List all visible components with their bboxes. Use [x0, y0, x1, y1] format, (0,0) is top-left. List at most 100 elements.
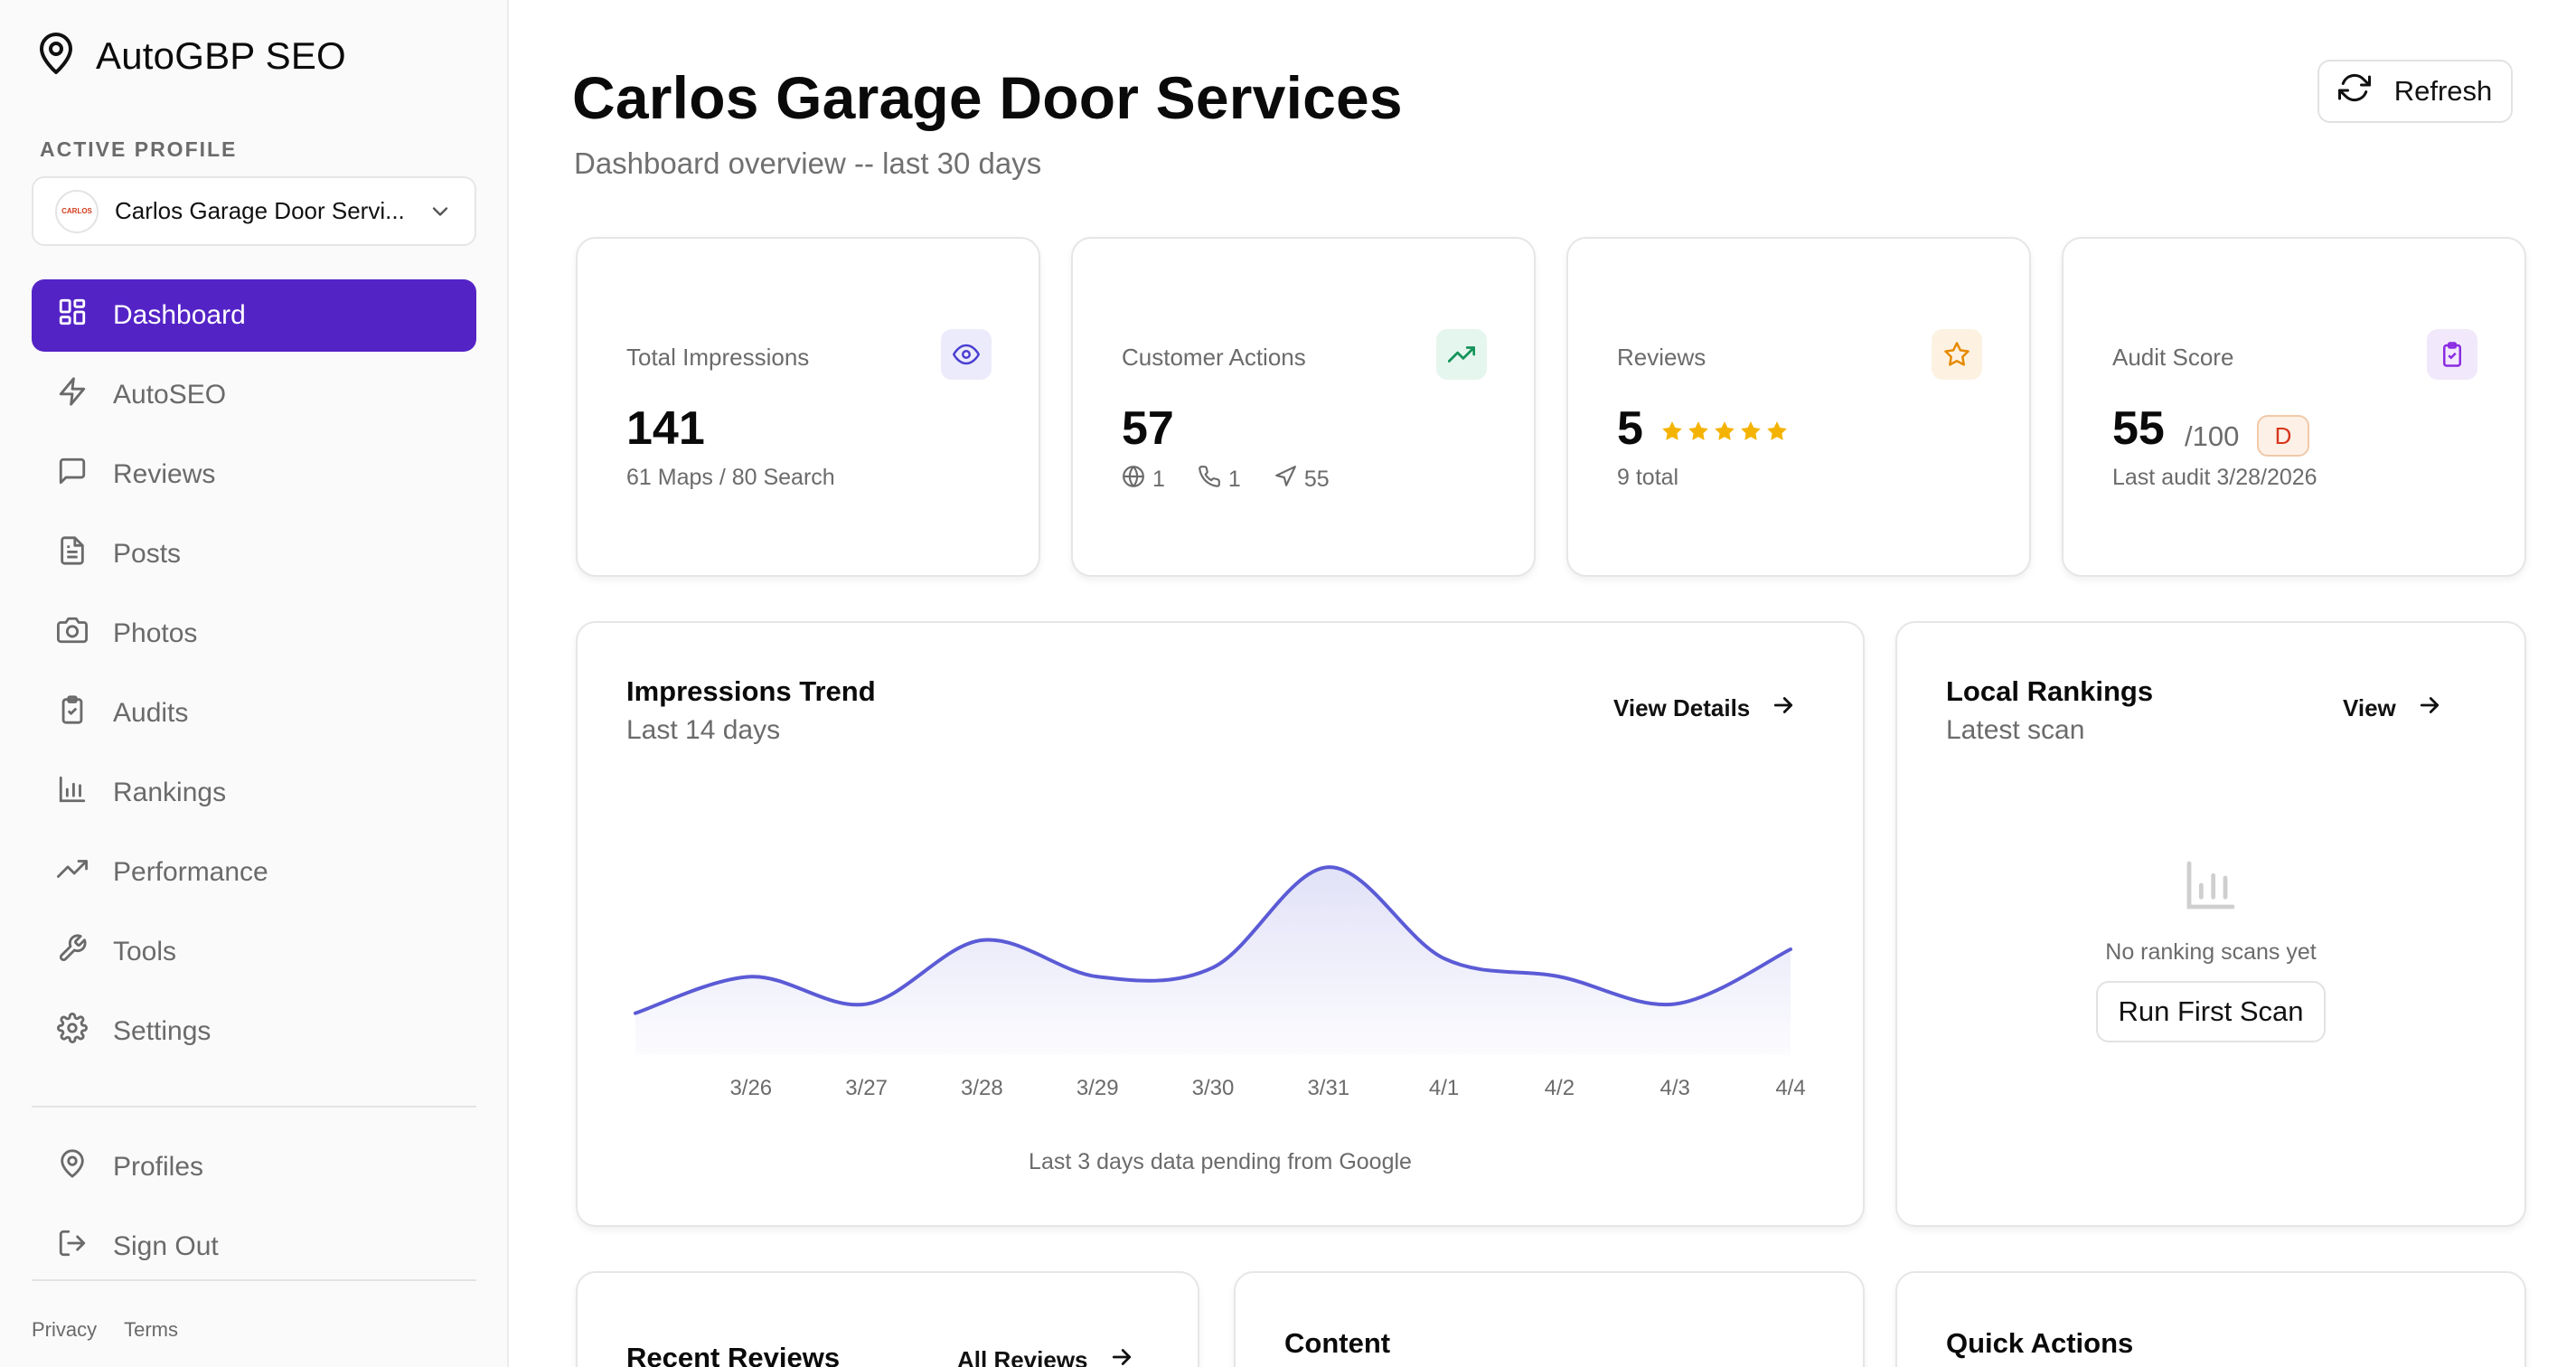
star-icon	[1739, 420, 1763, 448]
nav-item-photos[interactable]: Photos	[32, 598, 476, 670]
clipboard-check-icon	[57, 694, 88, 732]
brand-name: AutoGBP SEO	[96, 34, 346, 77]
nav-item-profiles[interactable]: Profiles	[32, 1131, 476, 1203]
stat-value: 141	[626, 402, 705, 455]
page-subtitle: Dashboard overview -- last 30 days	[574, 146, 1042, 180]
action-breakdown: 1 1 55	[1122, 465, 1353, 495]
profile-selector[interactable]: CARLOS Carlos Garage Door Servi...	[32, 176, 476, 246]
refresh-icon	[2337, 71, 2371, 111]
pending-data-note: Last 3 days data pending from Google	[1029, 1149, 1412, 1174]
profile-logo: CARLOS	[55, 189, 99, 233]
stat-value: 57	[1122, 402, 1174, 455]
customer-actions-card: Customer Actions 57 1 1 55	[1071, 237, 1536, 577]
chevron-down-icon	[428, 199, 453, 224]
stat-label: Total Impressions	[626, 344, 810, 371]
stat-label: Customer Actions	[1122, 344, 1306, 371]
all-reviews-link[interactable]: All Reviews	[957, 1343, 1135, 1367]
recent-reviews-card: Recent Reviews All Reviews	[576, 1271, 1199, 1367]
map-pin-icon	[57, 1148, 88, 1186]
x-tick-label: 4/2	[1545, 1076, 1575, 1100]
refresh-button[interactable]: Refresh	[2317, 60, 2513, 123]
stat-label: Reviews	[1617, 344, 1706, 371]
phone-calls: 1	[1227, 467, 1241, 492]
nav-item-settings[interactable]: Settings	[32, 995, 476, 1068]
sidebar: AutoGBP SEO ACTIVE PROFILE CARLOS Carlos…	[0, 0, 509, 1367]
active-profile-label: ACTIVE PROFILE	[40, 137, 238, 161]
star-icon	[1687, 420, 1710, 448]
nav-label: Sign Out	[113, 1231, 219, 1261]
x-tick-label: 4/1	[1429, 1076, 1459, 1100]
footer-links: Privacy Terms	[32, 1318, 178, 1342]
impressions-card: Total Impressions 141 61 Maps / 80 Searc…	[576, 237, 1040, 577]
x-tick-label: 4/3	[1660, 1076, 1690, 1100]
gear-icon	[57, 1013, 88, 1051]
nav-label: Tools	[113, 937, 177, 966]
nav-item-dashboard[interactable]: Dashboard	[32, 279, 476, 352]
nav-item-autoseo[interactable]: AutoSEO	[32, 359, 476, 431]
star-rating	[1660, 420, 1789, 448]
card-title: Impressions Trend	[626, 675, 876, 707]
sidebar-divider	[32, 1279, 476, 1281]
x-tick-label: 3/26	[729, 1076, 772, 1100]
nav-label: Performance	[113, 857, 268, 887]
run-first-scan-button[interactable]: Run First Scan	[2096, 981, 2326, 1042]
x-tick-label: 4/4	[1775, 1076, 1805, 1100]
card-title: Local Rankings	[1946, 675, 2154, 707]
profile-name: Carlos Garage Door Servi...	[115, 197, 405, 224]
nav-item-posts[interactable]: Posts	[32, 518, 476, 590]
nav-label: Rankings	[113, 778, 227, 807]
card-title: Content	[1284, 1327, 1391, 1359]
local-rankings-card: Local Rankings Latest scan View No ranki…	[1895, 621, 2526, 1227]
direction-requests: 55	[1303, 467, 1330, 492]
empty-state-text: No ranking scans yet	[2105, 939, 2317, 965]
arrow-right-icon	[1108, 1343, 1135, 1367]
nav-label: Posts	[113, 539, 182, 569]
brand[interactable]: AutoGBP SEO	[34, 32, 346, 80]
impressions-trend-chart: 3/26 3/27 3/28 3/29 3/30 3/31 4/1 4/2 4/3 4/4	[634, 865, 1806, 1100]
nav-item-tools[interactable]: Tools	[32, 916, 476, 988]
trending-up-icon	[1436, 329, 1487, 380]
trend-line	[634, 865, 1792, 1015]
view-details-link[interactable]: View Details	[1613, 692, 1797, 725]
globe-icon	[1122, 465, 1145, 495]
content-card: Content	[1234, 1271, 1865, 1367]
audit-score-card: Audit Score 55 /100 D Last audit 3/28/20…	[2062, 237, 2526, 577]
nav-item-performance[interactable]: Performance	[32, 836, 476, 909]
message-icon	[57, 456, 88, 494]
document-icon	[57, 535, 88, 573]
privacy-link[interactable]: Privacy	[32, 1318, 98, 1341]
nav-label: Reviews	[113, 459, 216, 489]
bar-chart-icon	[2182, 856, 2240, 919]
link-label: View Details	[1613, 694, 1751, 721]
eye-icon	[941, 329, 992, 380]
stat-label: Audit Score	[2112, 344, 2234, 371]
main-nav: Dashboard AutoSEO Reviews Posts Photos	[32, 279, 476, 1075]
stat-sub: 9 total	[1617, 465, 1679, 490]
link-label: All Reviews	[957, 1346, 1088, 1367]
star-icon	[1660, 420, 1684, 448]
x-tick-label: 3/30	[1192, 1076, 1235, 1100]
nav-item-rankings[interactable]: Rankings	[32, 757, 476, 829]
phone-icon	[1198, 465, 1221, 495]
card-title: Quick Actions	[1946, 1327, 2134, 1359]
nav-item-audits[interactable]: Audits	[32, 677, 476, 749]
grade-badge: D	[2257, 415, 2309, 457]
bolt-icon	[57, 376, 88, 414]
camera-icon	[57, 615, 89, 653]
link-label: View	[2343, 694, 2396, 721]
star-icon	[1713, 420, 1736, 448]
nav-item-sign-out[interactable]: Sign Out	[32, 1211, 476, 1283]
nav-item-reviews[interactable]: Reviews	[32, 438, 476, 511]
star-icon	[1765, 420, 1789, 448]
audit-denominator: /100	[2185, 420, 2240, 452]
dashboard-icon	[57, 297, 88, 335]
page-title: Carlos Garage Door Services	[572, 64, 1403, 131]
quick-actions-card: Quick Actions	[1895, 1271, 2526, 1367]
sidebar-divider	[32, 1106, 476, 1108]
nav-label: Settings	[113, 1016, 212, 1046]
refresh-label: Refresh	[2393, 75, 2493, 107]
trending-up-icon	[57, 853, 89, 891]
arrow-right-icon	[2416, 692, 2443, 725]
view-rankings-link[interactable]: View	[2343, 692, 2443, 725]
terms-link[interactable]: Terms	[124, 1318, 179, 1341]
